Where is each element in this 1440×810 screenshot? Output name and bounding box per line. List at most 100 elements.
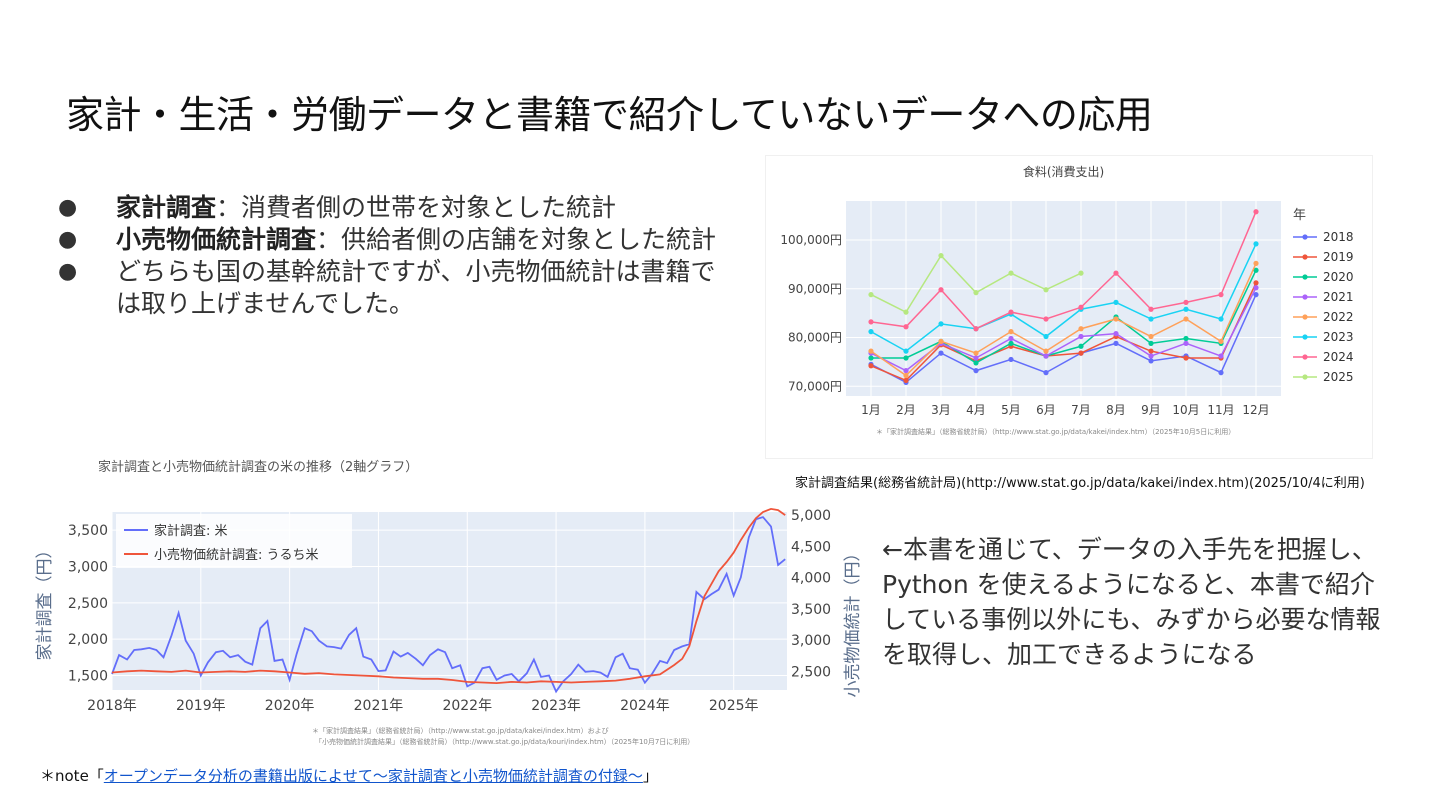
data-point	[1008, 329, 1014, 335]
data-point	[1218, 353, 1224, 359]
data-point	[1078, 343, 1084, 349]
chart-title: 食料(消費支出)	[1023, 164, 1104, 179]
data-point	[1113, 340, 1119, 346]
data-point	[1183, 355, 1189, 361]
data-point	[1043, 348, 1049, 354]
legend-item: 2024	[1293, 350, 1354, 364]
source-note-1: ＊「家計調査結果」（総務省統計局）（http://www.stat.go.jp/…	[312, 726, 609, 735]
data-point	[1113, 316, 1119, 322]
data-point	[1183, 316, 1189, 322]
series-line-left	[111, 516, 786, 694]
footnote-prefix: ＊note「	[40, 767, 104, 785]
data-point	[1183, 306, 1189, 312]
series-2020	[868, 267, 1259, 366]
x-tick-label: 2021年	[354, 698, 404, 714]
y-right-tick-label: 4,000	[791, 571, 831, 587]
data-point	[1078, 333, 1084, 340]
x-tick-label: 2019年	[176, 698, 226, 714]
bullet-item: ● どちらも国の基幹統計ですが、小売物価統計は書籍では取り上げませんでした。	[58, 256, 728, 320]
data-point	[1253, 209, 1259, 215]
data-point	[903, 377, 909, 383]
data-point	[903, 372, 909, 379]
data-point	[868, 363, 874, 369]
data-point	[1183, 335, 1189, 342]
bullet-text: ：消費者側の世帯を対象とした統計	[216, 193, 617, 222]
data-point	[938, 287, 944, 293]
data-point	[903, 348, 909, 354]
data-point	[938, 321, 944, 327]
y-tick-label: 80,000円	[788, 331, 842, 345]
legend-label: 家計調査: 米	[154, 523, 228, 539]
rice-chart-panel: 1,500 2,000 2,500 3,000 3,500 2,500 3,000 3,500…	[30, 505, 870, 760]
legend-label: 2018	[1323, 230, 1354, 244]
series-line-right	[111, 507, 786, 685]
data-point	[1148, 316, 1154, 322]
y-right-tick-label: 2,500	[791, 664, 831, 680]
series-line	[870, 263, 1257, 377]
slide-title: 家計・生活・労働データと書籍で紹介していないデータへの応用	[66, 93, 1153, 137]
x-tick-label: 8月	[1106, 403, 1126, 417]
legend-item: 2023	[1293, 330, 1354, 344]
data-point	[1008, 340, 1014, 346]
bullet-dot-icon: ●	[58, 195, 78, 220]
y-left-tick-label: 3,500	[68, 523, 108, 539]
data-point	[1008, 356, 1014, 363]
data-point	[1148, 340, 1154, 346]
bullet-dot-icon: ●	[58, 259, 78, 284]
bullet-bold: 家計調査	[116, 193, 217, 222]
legend-item: 2021	[1293, 290, 1354, 304]
data-point	[1253, 285, 1259, 291]
data-point	[1148, 353, 1154, 359]
x-tick-label: 2024年	[620, 698, 670, 714]
bullet-item: ● 家計調査：消費者側の世帯を対象とした統計	[58, 192, 728, 224]
rice-dual-axis-chart: 1,500 2,000 2,500 3,000 3,500 2,500 3,000 3,500…	[35, 507, 863, 746]
data-point	[903, 309, 909, 315]
data-point	[1043, 316, 1049, 322]
explanation-text: ←本書を通じて、データの入手先を把握し、Python を使えるようになると、本書…	[882, 535, 1381, 669]
legend-marker	[1302, 334, 1308, 340]
data-point	[938, 350, 944, 356]
data-point	[903, 355, 909, 361]
data-point	[973, 355, 979, 361]
series-line	[871, 269, 1257, 364]
data-point	[1078, 304, 1084, 310]
y-left-tick-label: 3,000	[68, 559, 108, 575]
data-point	[868, 348, 874, 354]
bullet-dot-icon: ●	[58, 227, 78, 252]
data-point	[868, 355, 874, 361]
data-point	[1253, 267, 1259, 273]
y-left-axis-title: 家計調査（円）	[35, 542, 55, 661]
source-note-2: 「小売物価統計調査結果」（総務省統計局）（http://www.stat.go.…	[315, 737, 694, 746]
y-left-tick-label: 2,000	[68, 632, 108, 648]
data-point	[973, 326, 979, 332]
data-point	[973, 290, 979, 296]
data-point	[973, 350, 979, 356]
legend-marker	[1302, 374, 1308, 380]
bullet-list: ● 家計調査：消費者側の世帯を対象とした統計 ● 小売物価統計調査：供給者側の店舗を…	[58, 192, 728, 320]
data-point	[1043, 287, 1049, 293]
x-tick-label: 10月	[1172, 403, 1199, 417]
x-tick-label: 2020年	[265, 698, 315, 714]
legend-marker	[1302, 274, 1308, 280]
data-point	[1253, 260, 1259, 266]
data-point	[1183, 340, 1189, 346]
data-point	[1113, 270, 1119, 276]
data-point	[1148, 348, 1154, 354]
data-point	[1218, 316, 1224, 322]
data-point	[1043, 370, 1049, 376]
series-line	[870, 294, 1257, 384]
footnote: ＊note「オープンデータ分析の書籍出版によせて～家計調査と小売物価統計調査の付…	[40, 765, 658, 786]
footnote-link[interactable]: オープンデータ分析の書籍出版によせて～家計調査と小売物価統計調査の付録～	[103, 767, 643, 785]
x-tick-label: 2023年	[531, 698, 581, 714]
y-tick-label: 90,000円	[788, 282, 842, 296]
legend-label: 2022	[1323, 310, 1354, 324]
data-point	[1008, 270, 1014, 276]
series-line	[870, 243, 1257, 353]
series-2024	[868, 209, 1259, 332]
data-point	[868, 329, 874, 335]
data-point	[868, 292, 874, 298]
legend-item: 2025	[1293, 370, 1354, 384]
legend-label: 2020	[1323, 270, 1354, 284]
data-point	[938, 338, 944, 344]
data-point	[1253, 241, 1259, 247]
